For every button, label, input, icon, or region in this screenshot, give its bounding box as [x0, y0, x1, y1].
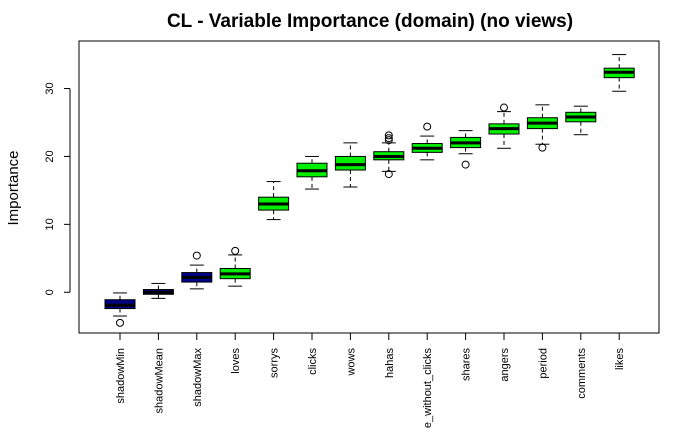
x-tick-label: e_without_clicks [422, 348, 434, 429]
y-axis-label: Importance [5, 150, 22, 225]
x-tick-label: period [537, 348, 549, 379]
box-likes [603, 54, 635, 92]
x-tick-label: shares [461, 348, 473, 382]
x-tick-label: hahas [384, 348, 396, 378]
outlier-point [423, 122, 432, 131]
x-tick-label: angers [499, 348, 511, 382]
outlier-point [461, 160, 470, 169]
box-plots [104, 54, 635, 327]
box-sorrys [258, 181, 290, 221]
x-tick-label: clicks [307, 348, 319, 375]
box-e_without_clicks [411, 122, 443, 161]
y-axis: 0 10 20 30 [44, 82, 71, 295]
x-tick-label: sorrys [269, 348, 281, 378]
box-angers [488, 103, 520, 149]
y-tick-label: 20 [44, 150, 56, 162]
x-tick-label: shadowMax [192, 348, 204, 407]
box-wows [334, 142, 366, 188]
box-shadowMin [104, 292, 136, 327]
outlier-point [384, 134, 393, 143]
y-tick-label: 30 [44, 82, 56, 94]
x-tick-label: shadowMin [115, 348, 127, 404]
box-shadowMax [181, 251, 213, 290]
chart-title: CL - Variable Importance (domain) (no vi… [167, 11, 573, 32]
x-tick-label: shadowMean [153, 348, 165, 413]
y-tick-label: 10 [44, 218, 56, 230]
x-axis-labels: shadowMin shadowMean shadowMax loves sorrys c… [115, 333, 626, 428]
outlier-point [116, 318, 124, 327]
box-loves [219, 246, 251, 287]
y-tick-label: 0 [44, 289, 56, 295]
outlier-point [538, 143, 547, 152]
outlier-point [384, 136, 393, 145]
box-clicks [296, 155, 328, 190]
outlier-point [500, 103, 508, 112]
outlier-point [384, 170, 393, 179]
box-hahas [373, 131, 405, 179]
outlier-point [192, 251, 201, 260]
box-period [526, 104, 558, 152]
box-comments [565, 105, 597, 136]
box-shares [450, 130, 482, 169]
x-tick-label: wows [345, 348, 357, 377]
outlier-point [384, 131, 393, 140]
plot-frame [78, 40, 660, 334]
outlier-point [231, 246, 240, 255]
box-shadowMean [142, 282, 174, 299]
x-tick-label: likes [614, 348, 626, 371]
x-tick-label: loves [230, 348, 242, 374]
x-tick-label: comments [576, 348, 588, 399]
